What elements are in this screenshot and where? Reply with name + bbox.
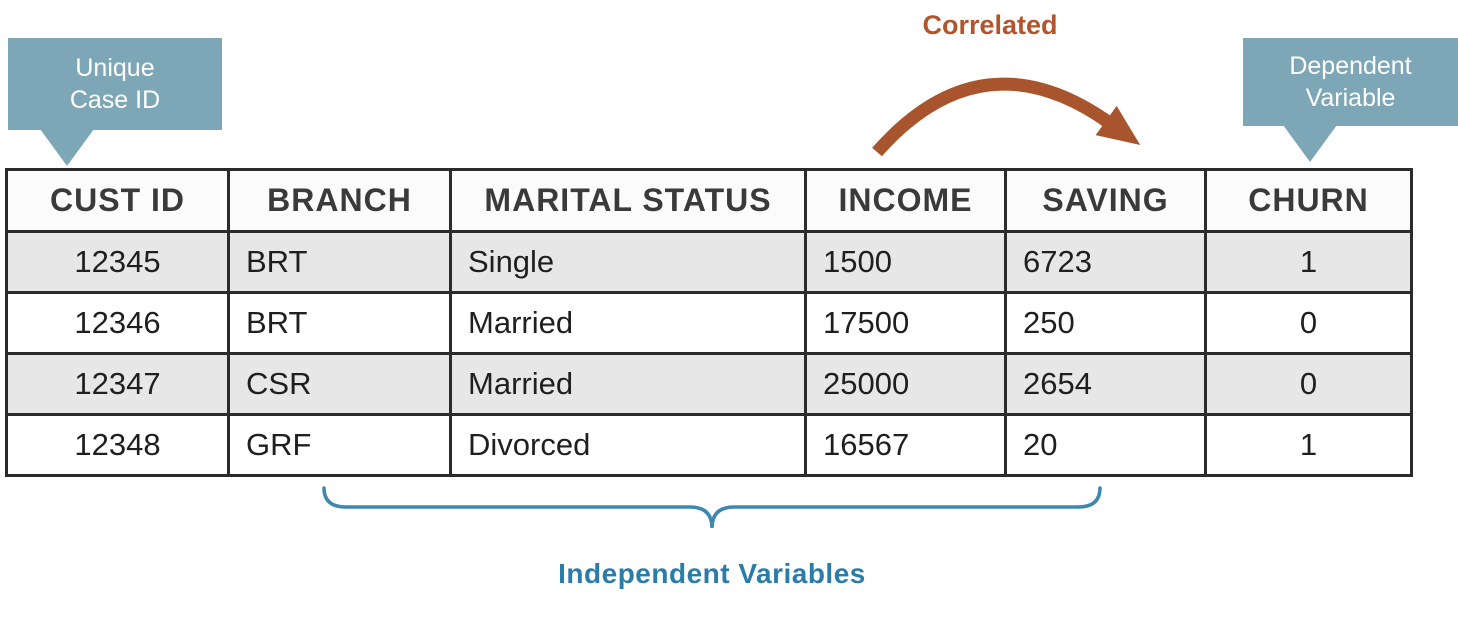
correlated-arrow-icon (872, 77, 1141, 157)
cell-marital-status: Married (449, 291, 807, 355)
dependent-variable-callout: Dependent Variable (1243, 38, 1458, 126)
cell-income: 17500 (804, 291, 1007, 355)
cell-saving: 2654 (1004, 352, 1207, 416)
cell-churn: 0 (1204, 291, 1413, 355)
cell-branch: BRT (227, 291, 452, 355)
table-row: 12346 BRT Married 17500 250 0 (5, 291, 1413, 355)
cell-cust-id: 12346 (5, 291, 230, 355)
table-row: 12345 BRT Single 1500 6723 1 (5, 230, 1413, 294)
dependent-variable-line2: Variable (1305, 84, 1396, 112)
table-row: 12347 CSR Married 25000 2654 0 (5, 352, 1413, 416)
cell-cust-id: 12348 (5, 413, 230, 477)
cell-branch: GRF (227, 413, 452, 477)
dependent-variable-line1: Dependent (1289, 51, 1412, 80)
cell-cust-id: 12347 (5, 352, 230, 416)
column-header-income: INCOME (804, 168, 1007, 233)
correlated-label: Correlated (922, 10, 1058, 40)
cell-marital-status: Married (449, 352, 807, 416)
cell-saving: 6723 (1004, 230, 1207, 294)
column-header-branch: BRANCH (227, 168, 452, 233)
cell-saving: 20 (1004, 413, 1207, 477)
cell-branch: CSR (227, 352, 452, 416)
cell-churn: 1 (1204, 230, 1413, 294)
independent-variables-brace-icon (322, 486, 1102, 529)
unique-case-id-line2: Case ID (69, 86, 161, 114)
column-header-cust-id: CUST ID (5, 168, 230, 233)
independent-variables-label: Independent Variables (558, 558, 866, 589)
cell-churn: 0 (1204, 352, 1413, 416)
unique-case-id-callout: Unique Case ID (8, 38, 222, 130)
header-row: CUST ID BRANCH MARITAL STATUS INCOME SAV… (5, 168, 1413, 233)
cell-income: 16567 (804, 413, 1007, 477)
cell-cust-id: 12345 (5, 230, 230, 294)
unique-case-id-line1: Unique (75, 53, 155, 82)
cell-income: 25000 (804, 352, 1007, 416)
column-header-churn: CHURN (1204, 168, 1413, 233)
cell-marital-status: Divorced (449, 413, 807, 477)
data-table: CUST ID BRANCH MARITAL STATUS INCOME SAV… (5, 168, 1413, 477)
unique-case-id-callout-tail (40, 129, 94, 166)
table-row: 12348 GRF Divorced 16567 20 1 (5, 413, 1413, 477)
cell-marital-status: Single (449, 230, 807, 294)
column-header-marital-status: MARITAL STATUS (449, 168, 807, 233)
cell-income: 1500 (804, 230, 1007, 294)
column-header-saving: SAVING (1004, 168, 1207, 233)
dependent-variable-callout-tail (1283, 125, 1337, 162)
cell-churn: 1 (1204, 413, 1413, 477)
cell-branch: BRT (227, 230, 452, 294)
cell-saving: 250 (1004, 291, 1207, 355)
